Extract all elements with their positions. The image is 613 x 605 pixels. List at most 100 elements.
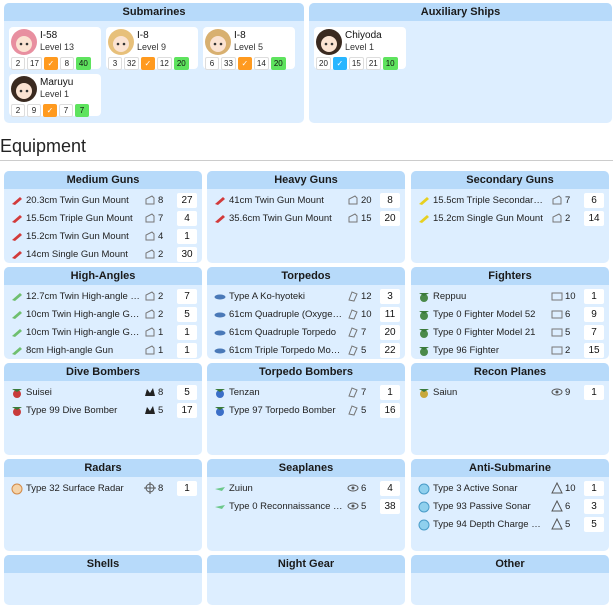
bomb-icon	[144, 404, 156, 416]
category-header: Seaplanes	[207, 459, 405, 477]
ship-name: Chiyoda	[345, 30, 382, 41]
equipment-panel-radars: Radars Type 32 Surface Radar 8 1	[4, 459, 202, 551]
torpedo-stat-icon	[347, 290, 359, 302]
equipment-row[interactable]: 8cm High-angle Gun 1 1	[4, 342, 202, 359]
gun-icon	[11, 345, 23, 357]
ship-card[interactable]: Chiyoda Level 1 20 ✓ 15 21 10	[314, 27, 406, 70]
ship-stat: 10	[382, 57, 398, 70]
equipment-name: 35.6cm Twin Gun Mount	[229, 213, 332, 224]
equipment-row[interactable]: Tenzan 7 1	[207, 384, 405, 402]
avatar	[11, 29, 37, 55]
equipment-name: Type 3 Active Sonar	[433, 483, 518, 494]
ship-stat: 2	[11, 104, 25, 117]
equipment-name: 15.2cm Single Gun Mount	[433, 213, 543, 224]
equipment-row[interactable]: 15.5cm Triple Gun Mount 7 4	[4, 210, 202, 228]
equipment-stat: 4	[158, 231, 164, 242]
ship-stat: 7	[75, 104, 89, 117]
equipment-row[interactable]: 12.7cm Twin High-angle Gun Mount 2 7	[4, 288, 202, 306]
equipment-row[interactable]: 15.2cm Single Gun Mount 2 14	[411, 210, 609, 228]
equipment-stat: 5	[361, 501, 367, 512]
equipment-row[interactable]: Zuiun 6 4	[207, 480, 405, 498]
avatar	[316, 29, 342, 55]
category-header: Medium Guns	[4, 171, 202, 189]
equipment-row[interactable]: Type 94 Depth Charge Projector 5 5	[411, 516, 609, 534]
equipment-stat: 10	[565, 483, 576, 494]
torpedo-stat-icon	[347, 344, 359, 356]
asw-icon	[551, 499, 563, 512]
ship-card[interactable]: I-58 Level 13 2 17 ✓ 8 40	[9, 27, 101, 70]
equipment-count: 30	[177, 247, 197, 262]
equipment-stat: 6	[361, 483, 367, 494]
gun-icon	[11, 195, 23, 207]
sonar-icon	[418, 501, 430, 513]
ship-stat: 33	[221, 57, 236, 70]
equipment-count: 4	[380, 481, 400, 496]
equipment-panel-night-gear: Night Gear	[207, 555, 405, 605]
equipment-row[interactable]: Type 32 Surface Radar 8 1	[4, 480, 202, 498]
ship-stat: 6	[205, 57, 219, 70]
auxiliary-panel: Auxiliary Ships Chiyoda Level 1 20 ✓ 15 21 10	[309, 3, 612, 123]
equipment-row[interactable]: 15.2cm Twin Gun Mount 4 1	[4, 228, 202, 246]
avatar	[11, 76, 37, 102]
equipment-row[interactable]: Type A Ko-hyoteki 12 3	[207, 288, 405, 306]
equipment-stat: 7	[565, 195, 571, 206]
equipment-row[interactable]: 20.3cm Twin Gun Mount 8 27	[4, 192, 202, 210]
equipment-row[interactable]: 61cm Triple Torpedo Mount 5 22	[207, 342, 405, 359]
firepower-icon	[144, 212, 156, 224]
equipment-row[interactable]: Type 97 Torpedo Bomber 5 16	[207, 402, 405, 420]
torpedo-stat-icon	[347, 386, 359, 398]
equipment-stat: 6	[565, 501, 571, 512]
equipment-panel-heavy-guns: Heavy Guns 41cm Twin Gun Mount 20 8 35.6cm T…	[207, 171, 405, 263]
morale-check-icon: ✓	[43, 57, 58, 70]
equipment-name: 12.7cm Twin High-angle Gun Mount	[26, 291, 140, 302]
category-header: Anti-Submarine	[411, 459, 609, 477]
equipment-row[interactable]: 35.6cm Twin Gun Mount 15 20	[207, 210, 405, 228]
equipment-row[interactable]: 10cm Twin High-angle Gun Mount 1 1	[4, 324, 202, 342]
equipment-stat: 5	[565, 327, 571, 338]
equipment-count: 3	[584, 499, 604, 514]
equipment-row[interactable]: 61cm Quadruple (Oxygen) Torpedo 10 11	[207, 306, 405, 324]
equipment-stat: 10	[565, 291, 576, 302]
equipment-row[interactable]: 41cm Twin Gun Mount 20 8	[207, 192, 405, 210]
ship-stats: 6 33 ✓ 14 20	[205, 57, 286, 70]
ship-card[interactable]: I-8 Level 9 3 32 ✓ 12 20	[106, 27, 198, 70]
morale-check-icon: ✓	[140, 57, 155, 70]
equipment-row[interactable]: Saiun 9 1	[411, 384, 609, 402]
equipment-row[interactable]: Reppuu 10 1	[411, 288, 609, 306]
equipment-count: 27	[177, 193, 197, 208]
equipment-row[interactable]: Type 0 Fighter Model 21 5 7	[411, 324, 609, 342]
equipment-stat: 5	[158, 405, 164, 416]
ship-card[interactable]: I-8 Level 5 6 33 ✓ 14 20	[203, 27, 295, 70]
equipment-stat: 2	[565, 345, 571, 356]
equipment-row[interactable]: Type 0 Reconnaissance Seaplane 5 38	[207, 498, 405, 516]
equipment-row[interactable]: 15.5cm Triple Secondary Gun Mount 7 6	[411, 192, 609, 210]
equipment-row[interactable]: Type 3 Active Sonar 10 1	[411, 480, 609, 498]
equipment-row[interactable]: 10cm Twin High-angle Gun Mount 2 5	[4, 306, 202, 324]
gun-icon	[418, 213, 430, 225]
equipment-row[interactable]: Type 99 Dive Bomber 5 17	[4, 402, 202, 420]
equipment-stat: 5	[361, 345, 367, 356]
equipment-stat: 1	[158, 345, 164, 356]
equipment-row[interactable]: Type 0 Fighter Model 52 6 9	[411, 306, 609, 324]
ship-level: Level 9	[137, 42, 167, 52]
morale-check-icon: ✓	[332, 57, 347, 70]
equipment-panel-seaplanes: Seaplanes Zuiun 6 4 Type 0 Reconnaissance Se…	[207, 459, 405, 551]
equipment-name: 61cm Quadruple (Oxygen) Torpedo	[229, 309, 343, 320]
radar-icon	[11, 483, 23, 495]
ship-card[interactable]: Maruyu Level 1 2 9 ✓ 7 7	[9, 74, 101, 117]
equipment-row[interactable]: 14cm Single Gun Mount 2 30	[4, 246, 202, 263]
category-header: Recon Planes	[411, 363, 609, 381]
equipment-name: Type 0 Reconnaissance Seaplane	[229, 501, 343, 512]
equipment-count: 1	[177, 325, 197, 340]
equipment-row[interactable]: Type 93 Passive Sonar 6 3	[411, 498, 609, 516]
equipment-name: Tenzan	[229, 387, 260, 398]
equipment-count: 11	[380, 307, 400, 322]
equipment-row[interactable]: Type 96 Fighter 2 15	[411, 342, 609, 359]
category-header: Dive Bombers	[4, 363, 202, 381]
equipment-row[interactable]: Suisei 8 5	[4, 384, 202, 402]
ship-stats: 2 17 ✓ 8 40	[11, 57, 91, 70]
equipment-stat: 2	[158, 249, 164, 260]
equipment-row[interactable]: 61cm Quadruple Torpedo 7 20	[207, 324, 405, 342]
category-header: Torpedo Bombers	[207, 363, 405, 381]
torpedo-icon	[214, 291, 226, 303]
